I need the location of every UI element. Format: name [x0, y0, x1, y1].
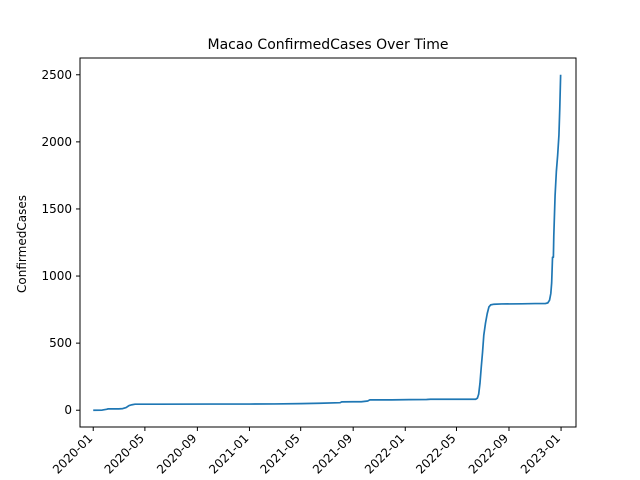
x-tick-label: 2021-01: [206, 431, 251, 476]
y-tick-label: 2000: [41, 135, 72, 149]
x-tick-label: 2023-01: [518, 431, 563, 476]
y-tick-label: 1500: [41, 202, 72, 216]
x-tick-label: 2020-01: [50, 431, 95, 476]
axes-frame: [79, 57, 577, 428]
plot-area: [79, 57, 577, 428]
x-axis: 2020-01 2020-05 2020-09 2021-01 2021-05 2021-…: [50, 427, 563, 477]
y-tick-label: 0: [64, 403, 72, 417]
x-tick-label: 2022-05: [413, 431, 458, 476]
y-tick-label: 500: [49, 336, 72, 350]
x-tick-label: 2020-09: [154, 431, 199, 476]
series-line: [93, 74, 562, 412]
y-axis-label: ConfirmedCases: [15, 195, 29, 293]
y-axis: 0 500 1000 1500 2000 2500: [41, 68, 80, 417]
x-tick-label: 2020-05: [102, 431, 147, 476]
x-tick-label: 2022-01: [362, 431, 407, 476]
x-tick-label: 2021-05: [257, 431, 302, 476]
chart-title: Macao ConfirmedCases Over Time: [207, 37, 448, 53]
x-tick-label: 2021-09: [310, 431, 355, 476]
x-tick-label: 2022-09: [466, 431, 511, 476]
y-tick-label: 1000: [41, 269, 72, 283]
y-tick-label: 2500: [41, 68, 72, 82]
